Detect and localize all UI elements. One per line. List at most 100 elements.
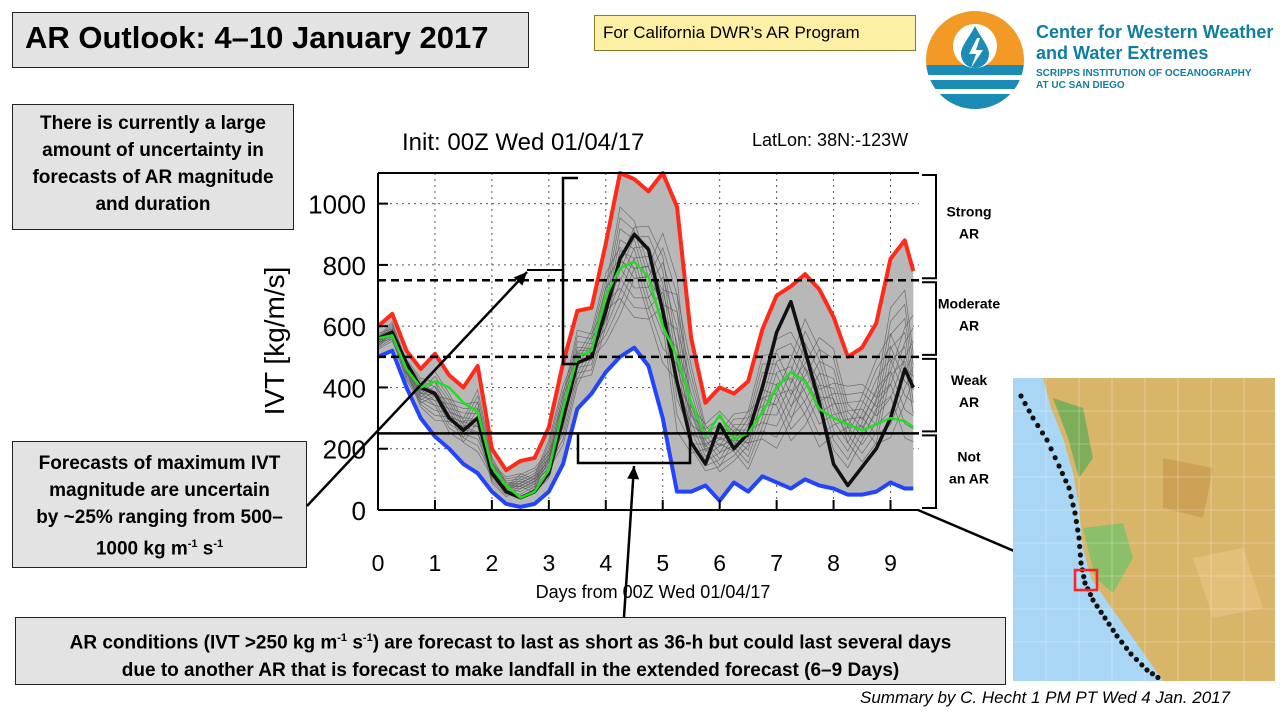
- coast-point: [1087, 591, 1094, 598]
- coast-point: [1139, 662, 1145, 668]
- spread-area: [378, 173, 914, 507]
- units-exp: -1: [337, 632, 348, 644]
- category-label: an AR: [949, 471, 989, 487]
- ensemble-member-line: [377, 225, 914, 480]
- coast-point: [1072, 510, 1078, 516]
- location-highlight: [1073, 568, 1099, 592]
- coast-point: [1052, 455, 1058, 461]
- ensemble-member-line: [377, 261, 914, 498]
- y-tick-label: 400: [323, 373, 366, 403]
- coast-point: [1114, 633, 1120, 639]
- callout-uncertainty-line: forecasts of AR magnitude: [32, 167, 274, 188]
- coast-point: [1073, 518, 1079, 525]
- callout-max-ivt-units: 1000 kg m-1 s-1: [13, 531, 306, 562]
- chart-title: Init: 00Z Wed 01/04/17: [402, 129, 644, 156]
- location-map: [1013, 378, 1275, 681]
- coast-point: [1119, 639, 1125, 645]
- callout-max-ivt-line: Forecasts of maximum IVT: [38, 453, 281, 474]
- units-text: s: [197, 538, 214, 560]
- arrow-duration: [622, 465, 636, 618]
- coast-point: [1075, 527, 1081, 533]
- y-axis-label: IVT [kg/m/s]: [259, 267, 290, 416]
- coast-point: [1044, 437, 1050, 443]
- y-tick-label: 600: [323, 312, 366, 342]
- coast-point: [1035, 422, 1041, 429]
- program-label: For California DWR’s AR Program: [594, 15, 916, 51]
- coast-point: [1082, 580, 1088, 586]
- arrow-duration-head: [627, 466, 640, 480]
- y-tick-label: 1000: [308, 190, 366, 220]
- summary-footer: Summary by C. Hecht 1 PM PT Wed 4 Jan. 2…: [860, 688, 1231, 707]
- y-tick-label: 0: [352, 496, 366, 526]
- duration-text: s: [347, 632, 363, 654]
- coast-point: [1102, 615, 1108, 621]
- category-bracket: [922, 281, 937, 356]
- series-line-min: [377, 345, 914, 509]
- category-label: Weak: [951, 372, 988, 388]
- x-tick-label: 3: [542, 550, 555, 576]
- coast-point: [1094, 603, 1100, 609]
- series-line-max: [376, 171, 916, 473]
- threshold-lines: [378, 278, 919, 435]
- ensemble-member-line: [377, 287, 914, 496]
- category-label: Moderate: [938, 296, 1000, 312]
- logo-text: Center for Western Weather and Water Ext…: [1036, 22, 1273, 92]
- series-line-mean: [377, 232, 915, 500]
- arrow-max-ivt-head: [513, 272, 527, 286]
- coast-point: [1026, 408, 1032, 414]
- ensemble-member-line: [377, 228, 914, 490]
- coast-point: [1128, 651, 1134, 657]
- coast-point: [1144, 667, 1150, 673]
- x-tick-label: 2: [485, 550, 498, 576]
- logo-name-line1: Center for Western Weather: [1036, 22, 1274, 42]
- coast-point: [1063, 478, 1069, 484]
- callout-uncertainty-line: There is currently a large: [40, 113, 266, 134]
- ensemble-member-line: [377, 250, 914, 495]
- arrow-max-ivt: [306, 271, 528, 507]
- ensemble-member-line: [377, 232, 914, 487]
- y-tick-label: 800: [323, 251, 366, 281]
- x-tick-label: 5: [656, 550, 669, 576]
- callout-max-ivt-line: magnitude are uncertain: [49, 480, 270, 501]
- duration-bracket: [576, 433, 692, 465]
- coast-point: [1081, 574, 1087, 580]
- coast-point: [1098, 609, 1104, 615]
- logo-sub-line1: SCRIPPS INSTITUTION OF OCEANOGRAPHY: [1036, 68, 1252, 79]
- ensemble-spread: [378, 173, 914, 507]
- coast-point: [1048, 446, 1054, 452]
- coast-point: [1123, 645, 1130, 651]
- coast-point: [1077, 543, 1083, 550]
- coast-point: [1068, 493, 1074, 500]
- coast-point: [1133, 656, 1140, 663]
- x-tick-label: 1: [429, 550, 442, 576]
- x-axis-label: Days from 00Z Wed 01/04/17: [536, 582, 771, 602]
- coast-point: [1076, 535, 1082, 541]
- category-label: AR: [959, 318, 979, 334]
- ensemble-member-line: [377, 246, 914, 485]
- x-tick-label: 7: [770, 550, 783, 576]
- coast-point: [1090, 597, 1096, 603]
- coast-point: [1030, 415, 1036, 421]
- logo-sub-line2: AT UC SAN DIEGO: [1036, 80, 1125, 91]
- callout-duration: AR conditions (IVT >250 kg m-1 s-1) are …: [15, 617, 1006, 685]
- x-tick-label: 0: [372, 550, 385, 576]
- coast-point: [1070, 502, 1076, 508]
- category-brackets: Strong AR Moderate AR Weak AR Not an AR: [922, 174, 1000, 509]
- callout-duration-line1: AR conditions (IVT >250 kg m-1 s-1) are …: [16, 624, 1005, 657]
- callout-duration-line2: due to another AR that is forecast to ma…: [121, 660, 900, 682]
- callout-max-ivt-line: by ~25% ranging from 500–: [36, 507, 283, 528]
- units-exp: -1: [187, 538, 198, 550]
- category-bracket: [922, 434, 937, 509]
- cw3e-logo-icon: [926, 11, 1024, 109]
- coast-point: [1155, 674, 1161, 681]
- coast-point: [1077, 552, 1083, 558]
- duration-text: ) are forecast to last as short as 36-h …: [372, 632, 952, 654]
- x-tick-label: 8: [827, 550, 840, 576]
- units-text: 1000 kg m: [95, 538, 188, 560]
- logo-name-line2: and Water Extremes: [1036, 43, 1209, 63]
- coast-point: [1022, 400, 1028, 407]
- ensemble-member-line: [377, 206, 914, 484]
- coast-point: [1018, 393, 1024, 399]
- callout-uncertainty: There is currently a large amount of unc…: [12, 104, 294, 230]
- category-label: AR: [959, 226, 979, 242]
